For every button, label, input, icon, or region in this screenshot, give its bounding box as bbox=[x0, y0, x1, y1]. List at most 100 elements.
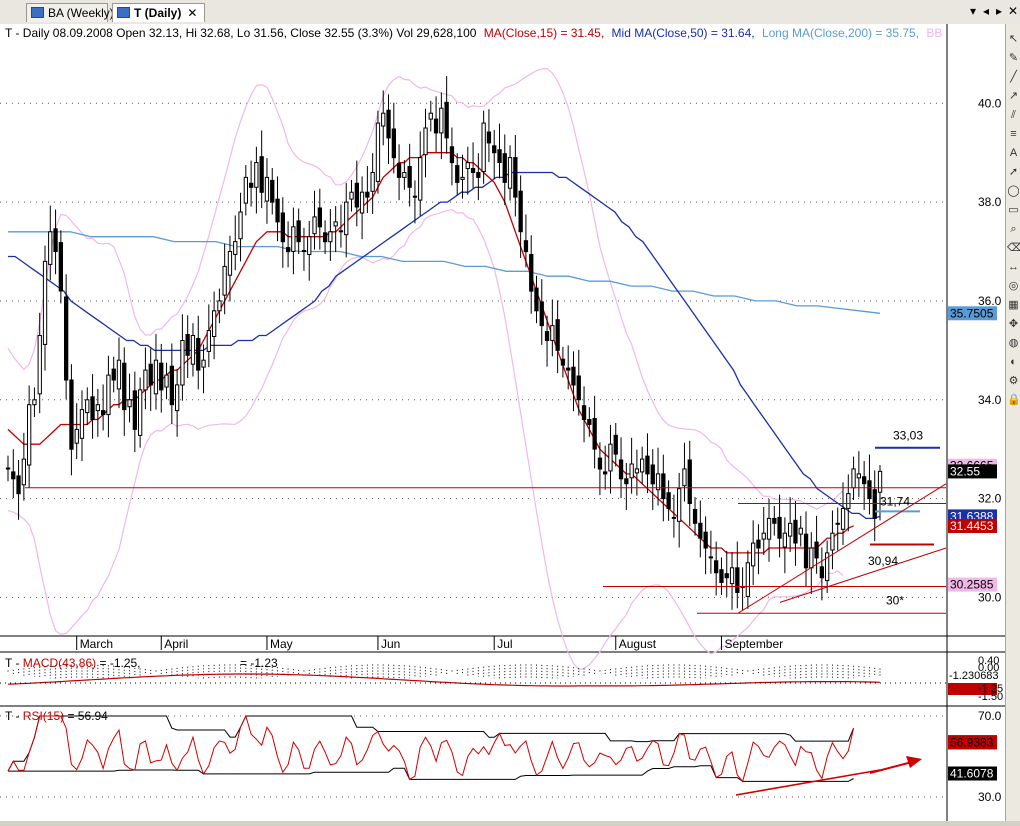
rsi-trendline[interactable] bbox=[735, 769, 881, 796]
candle-body bbox=[534, 287, 539, 312]
candle-body bbox=[645, 455, 650, 475]
candle bbox=[254, 146, 259, 214]
candle-body bbox=[243, 176, 248, 204]
month-label: March bbox=[80, 637, 113, 651]
macd-panel[interactable]: T - MACD(43,86) = -1.25, = -1.23 0.400.0… bbox=[0, 655, 1003, 703]
price-annotation: 31,74 bbox=[880, 494, 910, 508]
trendline-icon[interactable]: ╱ bbox=[1010, 71, 1017, 83]
grid-icon[interactable]: ▦ bbox=[1008, 299, 1019, 311]
globe-icon[interactable]: ◍ bbox=[1008, 337, 1019, 349]
candle bbox=[233, 215, 238, 271]
candle bbox=[581, 386, 587, 443]
candle-body bbox=[566, 367, 571, 371]
candle-body bbox=[42, 260, 48, 345]
candle-body bbox=[655, 473, 661, 491]
candle bbox=[11, 449, 16, 499]
price-badge-label: 30.2585 bbox=[950, 578, 994, 592]
ma15-legend: MA(Close,15) = 31.45, bbox=[484, 26, 604, 40]
target-icon[interactable]: ◎ bbox=[1008, 280, 1019, 292]
candle-body bbox=[766, 517, 772, 540]
candle bbox=[518, 175, 523, 258]
candle bbox=[481, 110, 486, 184]
uptrend-line-2[interactable] bbox=[779, 547, 947, 603]
candle-body bbox=[286, 247, 291, 253]
candle-body bbox=[270, 179, 275, 203]
scroll-right-icon[interactable]: ▸ bbox=[996, 4, 1003, 18]
rsi-badge-label: 56.9383 bbox=[950, 735, 994, 749]
candle-body bbox=[513, 157, 518, 198]
window-menu-icon[interactable]: ▾ bbox=[970, 4, 977, 18]
price-tick-label: 32.0 bbox=[978, 492, 1002, 506]
palette-icon[interactable]: ◐ bbox=[1010, 356, 1017, 368]
settings-icon[interactable]: ⚙ bbox=[1008, 375, 1019, 387]
candle-body bbox=[386, 109, 391, 139]
candle-body bbox=[661, 473, 666, 500]
fib-icon[interactable]: ≡ bbox=[1010, 128, 1017, 140]
close-window-icon[interactable]: ✕ bbox=[1008, 4, 1019, 18]
rectangle-icon[interactable]: ▭ bbox=[1008, 204, 1019, 216]
text-icon[interactable]: A bbox=[1009, 147, 1018, 159]
pan-icon[interactable]: ✥ bbox=[1008, 318, 1019, 330]
cursor-icon[interactable]: ↖ bbox=[1008, 33, 1019, 45]
month-label: May bbox=[270, 637, 293, 651]
candle bbox=[333, 206, 338, 253]
candle-body bbox=[16, 475, 21, 495]
candle-body bbox=[344, 201, 349, 236]
candle bbox=[375, 110, 381, 194]
macd-axis-label: -1.50 bbox=[978, 691, 1003, 703]
candle-body bbox=[296, 220, 301, 243]
candle-body bbox=[481, 122, 486, 172]
arrow-icon[interactable]: ➚ bbox=[1008, 166, 1019, 178]
candle bbox=[819, 547, 825, 601]
candle bbox=[708, 530, 714, 574]
eraser-icon[interactable]: ⌫ bbox=[1007, 242, 1020, 254]
candle bbox=[803, 511, 809, 588]
zoom-icon[interactable]: ⌕ bbox=[1010, 223, 1017, 235]
candle bbox=[42, 245, 48, 371]
rsi-arrow-shaft[interactable] bbox=[869, 761, 913, 774]
candle-body bbox=[101, 410, 106, 416]
price-tick-label: 36.0 bbox=[978, 294, 1002, 308]
pencil-icon[interactable]: ✎ bbox=[1008, 52, 1019, 64]
candle-body bbox=[418, 157, 423, 201]
candle bbox=[286, 221, 291, 268]
channel-icon[interactable]: ⫽ bbox=[1011, 109, 1016, 121]
candle-body bbox=[132, 390, 137, 430]
tab-label: BA (Weekly) bbox=[48, 6, 114, 20]
candle bbox=[116, 337, 122, 409]
candle bbox=[772, 506, 777, 536]
uptrend-line-1[interactable] bbox=[737, 483, 947, 614]
candle bbox=[655, 447, 661, 506]
lock-icon[interactable]: 🔒 bbox=[1007, 394, 1020, 406]
candle-body bbox=[460, 176, 465, 180]
candle bbox=[724, 550, 729, 597]
candle-body bbox=[555, 319, 560, 351]
candle-body bbox=[323, 232, 328, 243]
candle-body bbox=[677, 488, 682, 522]
tab-t-daily[interactable]: T (Daily) ✕ bbox=[112, 3, 205, 22]
candle bbox=[825, 540, 830, 593]
candle-body bbox=[375, 122, 381, 182]
ellipse-icon[interactable]: ◯ bbox=[1007, 185, 1020, 197]
measure-icon[interactable]: ↔ bbox=[1008, 261, 1019, 273]
candle-body bbox=[803, 533, 809, 569]
candle-body bbox=[95, 404, 100, 412]
candle-body bbox=[629, 463, 634, 479]
tab-ba-weekly[interactable]: BA (Weekly) bbox=[26, 3, 114, 22]
close-tab-icon[interactable]: ✕ bbox=[187, 6, 198, 20]
candle-body bbox=[751, 542, 756, 567]
rsi-arrow-icon bbox=[906, 756, 922, 768]
rsi-panel[interactable]: T - RSI(15) = 56.94 70.030.0 57.079856.9… bbox=[0, 709, 1002, 804]
ma50-legend: Mid MA(Close,50) = 31.64, bbox=[612, 26, 755, 40]
candle bbox=[95, 388, 100, 437]
chart-area[interactable]: 40.0 38.0 36.0 34.0 32.0 30.0 March April May Ju… bbox=[0, 24, 1005, 821]
ray-icon[interactable]: ↗ bbox=[1008, 90, 1019, 102]
candle-body bbox=[608, 443, 613, 472]
scroll-left-icon[interactable]: ◂ bbox=[983, 4, 990, 18]
candle-body bbox=[159, 362, 164, 391]
candle-body bbox=[571, 366, 576, 386]
candle bbox=[492, 129, 497, 179]
candle bbox=[386, 94, 391, 165]
price-badge-label: 31.4453 bbox=[950, 519, 994, 533]
candle bbox=[138, 377, 143, 448]
